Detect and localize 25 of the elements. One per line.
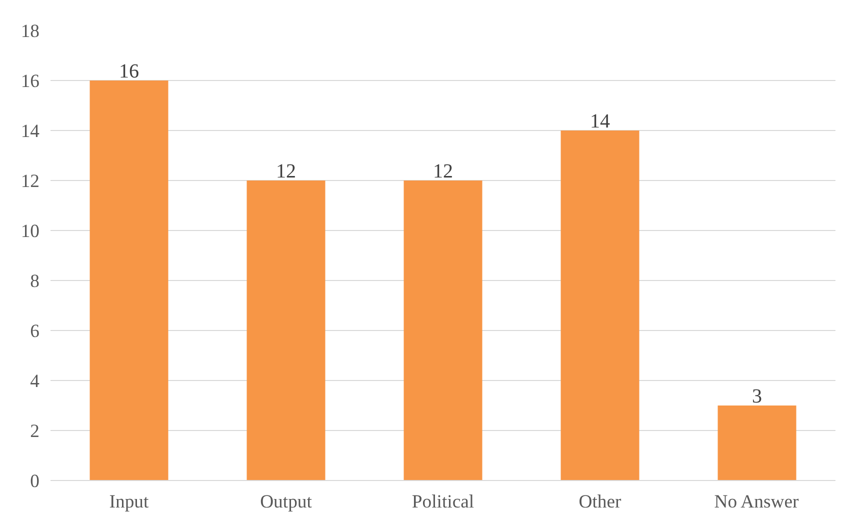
y-tick-label: 0 [30,471,40,492]
bar [718,406,796,480]
y-tick-label: 10 [20,221,40,242]
y-tick-label: 18 [20,21,40,42]
x-tick-label: No Answer [714,492,800,512]
y-tick-label: 2 [30,421,40,442]
bar [560,130,640,480]
bar [90,80,168,480]
y-tick-label: 16 [20,71,40,92]
data-label: 16 [119,60,139,82]
y-tick-label: 12 [20,171,40,192]
bar [404,180,482,480]
x-tick-label: Output [260,492,313,512]
x-tick-label: Other [578,492,622,512]
y-tick-label: 6 [30,321,40,342]
y-tick-label: 8 [30,271,40,292]
y-tick-label: 14 [20,121,40,142]
y-tick-label: 4 [30,371,40,392]
x-tick-label: Political [412,492,474,512]
x-tick-label: Input [109,492,150,512]
data-label: 12 [276,160,296,182]
bar [246,180,326,480]
data-label: 12 [433,160,453,182]
data-label: 3 [752,386,762,408]
data-label: 14 [590,110,610,132]
